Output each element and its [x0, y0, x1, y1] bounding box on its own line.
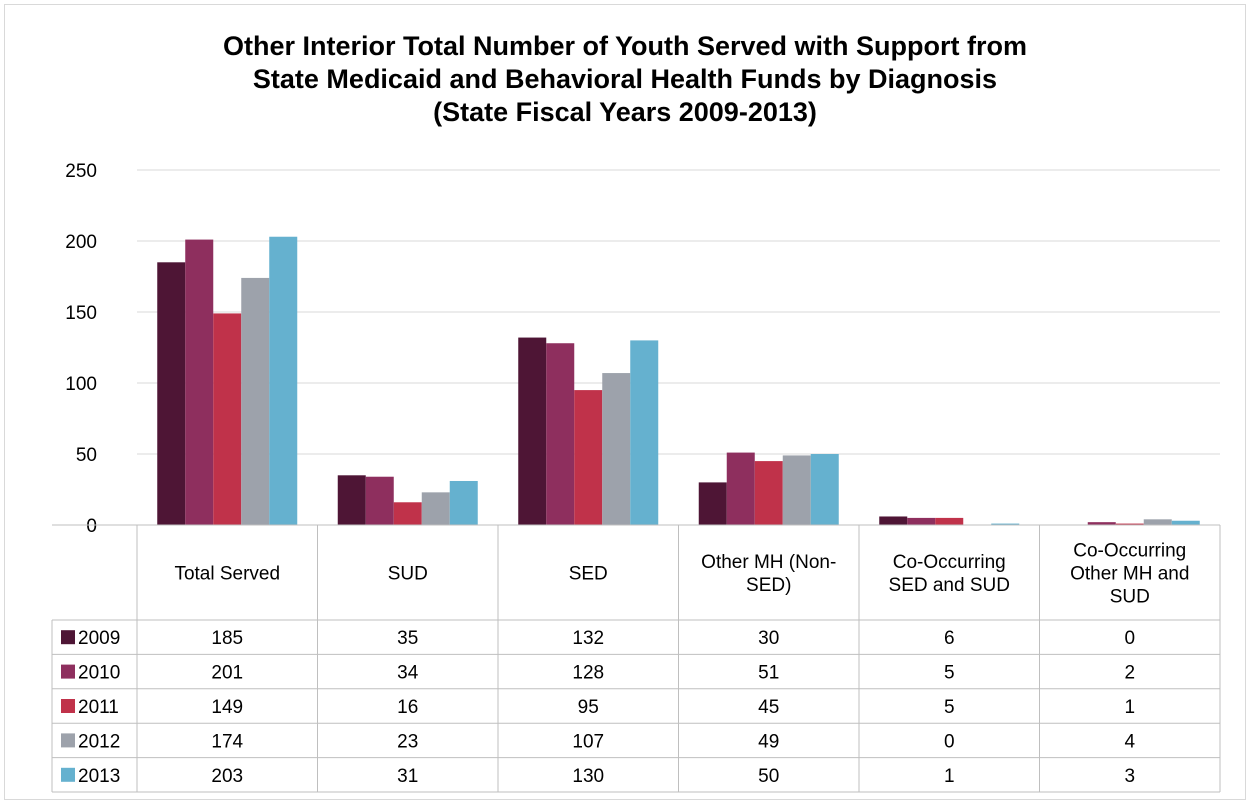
- category-label: SED: [569, 564, 608, 585]
- bar: [241, 277, 270, 525]
- bar: [782, 455, 811, 525]
- table-cell-value: 49: [758, 731, 779, 752]
- bar: [630, 340, 659, 525]
- y-tick-label: 150: [65, 303, 97, 324]
- bar: [810, 454, 839, 525]
- bar: [393, 502, 422, 525]
- bar: [1115, 523, 1144, 525]
- table-cell-value: 0: [1124, 628, 1135, 649]
- chart-title-line-1: Other Interior Total Number of Youth Ser…: [222, 31, 1028, 61]
- table-cell-value: 132: [572, 628, 604, 649]
- table-cell-value: 23: [397, 731, 418, 752]
- category-label: Co-Occurring: [1073, 541, 1186, 562]
- category-label: SUD: [1110, 587, 1150, 608]
- table-cell-value: 5: [944, 663, 955, 684]
- bar: [726, 452, 755, 525]
- bar: [213, 313, 242, 525]
- bar: [185, 239, 214, 525]
- bar: [935, 517, 964, 525]
- legend-label: 2013: [78, 766, 120, 787]
- category-label: Total Served: [174, 564, 280, 585]
- bar: [698, 482, 727, 525]
- table-cell-value: 0: [944, 731, 955, 752]
- chart-title-line-3: (State Fiscal Years 2009-2013): [433, 97, 817, 127]
- chart-title: Other Interior Total Number of Youth Ser…: [60, 30, 1190, 129]
- category-label: Other MH (Non-: [701, 552, 836, 573]
- legend-swatch: [61, 630, 75, 645]
- table-cell-value: 1: [944, 766, 955, 787]
- bar: [907, 517, 936, 525]
- bar: [546, 343, 575, 525]
- table-cell-value: 35: [397, 628, 418, 649]
- legend-swatch: [61, 733, 75, 748]
- category-label: SED): [746, 575, 791, 596]
- table-cell-value: 34: [397, 663, 419, 684]
- y-tick-label: 50: [76, 445, 97, 466]
- bar: [1087, 522, 1116, 525]
- bar: [602, 373, 631, 525]
- table-cell-value: 130: [572, 766, 604, 787]
- table-cell-value: 30: [758, 628, 779, 649]
- legend-swatch: [61, 664, 75, 679]
- bar: [879, 516, 908, 525]
- table-cell-value: 2: [1124, 663, 1135, 684]
- table-cell-value: 1: [1124, 697, 1135, 718]
- category-label: SUD: [388, 564, 428, 585]
- legend-label: 2011: [78, 697, 119, 718]
- bar: [518, 337, 547, 525]
- legend-label: 2012: [78, 731, 120, 752]
- bar: [754, 461, 783, 525]
- table-cell-value: 50: [758, 766, 779, 787]
- table-cell-value: 203: [211, 766, 243, 787]
- y-tick-label: 100: [65, 374, 97, 395]
- table-cell-value: 95: [578, 697, 599, 718]
- table-cell-value: 107: [572, 731, 604, 752]
- table-cell-value: 149: [211, 697, 243, 718]
- bar: [449, 480, 478, 525]
- legend-label: 2009: [78, 628, 120, 649]
- legend-swatch: [61, 767, 75, 782]
- bar: [991, 523, 1020, 525]
- bar: [269, 236, 298, 526]
- bar: [157, 262, 186, 525]
- bar: [421, 492, 450, 525]
- table-cell-value: 174: [211, 731, 243, 752]
- y-tick-label: 200: [65, 232, 97, 253]
- table-cell-value: 4: [1124, 731, 1135, 752]
- category-label: SED and SUD: [889, 575, 1010, 596]
- table-cell-value: 45: [758, 697, 779, 718]
- bar: [574, 390, 603, 525]
- table-cell-value: 5: [944, 697, 955, 718]
- chart-title-line-2: State Medicaid and Behavioral Health Fun…: [252, 64, 998, 94]
- table-cell-value: 201: [211, 663, 243, 684]
- table-cell-value: 16: [397, 697, 418, 718]
- table-cell-value: 185: [211, 628, 243, 649]
- bar: [1143, 519, 1172, 525]
- category-label: Co-Occurring: [893, 552, 1006, 573]
- y-tick-label: 250: [65, 161, 97, 182]
- table-cell-value: 6: [944, 628, 955, 649]
- table-cell-value: 3: [1124, 766, 1135, 787]
- y-tick-label: 0: [86, 516, 97, 537]
- legend-label: 2010: [78, 663, 120, 684]
- table-cell-value: 128: [572, 663, 604, 684]
- bar: [337, 475, 366, 525]
- bar: [1171, 520, 1200, 525]
- table-cell-value: 31: [397, 766, 418, 787]
- category-label: Other MH and: [1070, 564, 1189, 585]
- table-cell-value: 51: [758, 663, 779, 684]
- legend-swatch: [61, 699, 75, 713]
- bar: [365, 476, 394, 525]
